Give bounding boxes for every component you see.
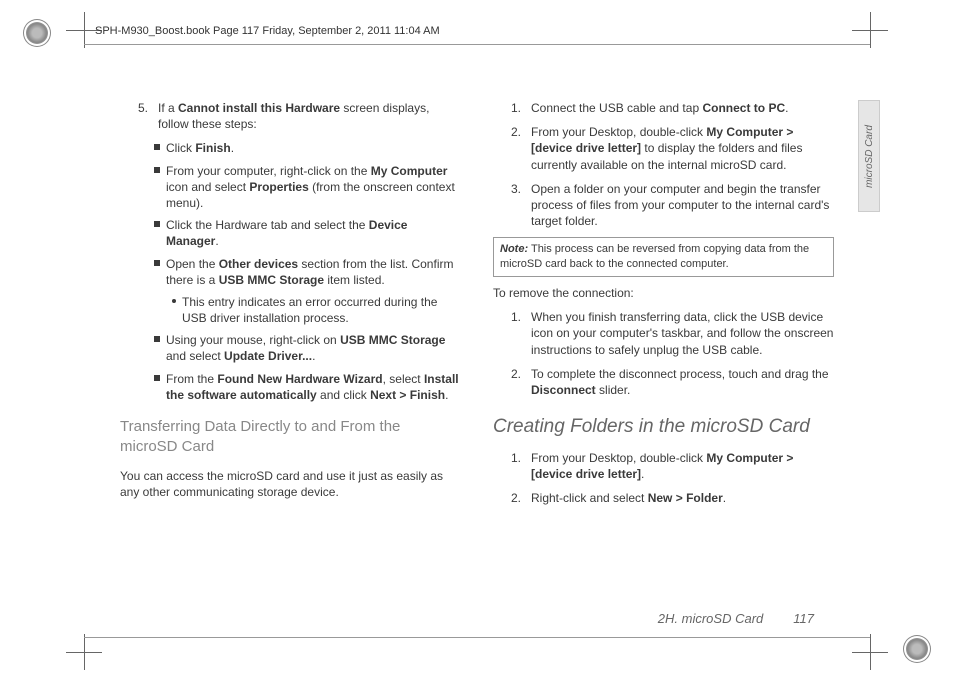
substep: Using your mouse, right-click on USB MMC…	[120, 332, 461, 364]
step-5: 5.If a Cannot install this Hardware scre…	[120, 100, 461, 132]
page-number: 117	[793, 611, 814, 626]
crop-mark	[852, 634, 888, 670]
page-content: 5.If a Cannot install this Hardware scre…	[120, 100, 834, 602]
paragraph: To remove the connection:	[493, 285, 834, 301]
step: 3.Open a folder on your computer and beg…	[493, 181, 834, 230]
paragraph: You can access the microSD card and use …	[120, 468, 461, 500]
step: 2.Right-click and select New > Folder.	[493, 490, 834, 506]
substep: Click Finish.	[120, 140, 461, 156]
step: 2.To complete the disconnect process, to…	[493, 366, 834, 398]
left-column: 5.If a Cannot install this Hardware scre…	[120, 100, 461, 602]
section-label: 2H. microSD Card	[658, 611, 763, 626]
heading: Creating Folders in the microSD Card	[493, 414, 834, 440]
substep: From your computer, right-click on the M…	[120, 163, 461, 212]
step: 2.From your Desktop, double-click My Com…	[493, 124, 834, 173]
step: 1.From your Desktop, double-click My Com…	[493, 450, 834, 482]
crop-mark	[852, 12, 888, 48]
book-header: SPH-M930_Boost.book Page 117 Friday, Sep…	[95, 25, 440, 37]
substep: Click the Hardware tab and select the De…	[120, 217, 461, 249]
bullet: This entry indicates an error occurred d…	[120, 294, 461, 326]
decor-gear-left	[26, 22, 48, 44]
section-tab: microSD Card	[858, 100, 880, 212]
step: 1.When you finish transferring data, cli…	[493, 309, 834, 358]
rule-top	[84, 44, 870, 45]
substep: Open the Other devices section from the …	[120, 256, 461, 288]
decor-gear-right	[906, 638, 928, 660]
step: 1.Connect the USB cable and tap Connect …	[493, 100, 834, 116]
right-column: 1.Connect the USB cable and tap Connect …	[493, 100, 834, 602]
crop-mark	[66, 634, 102, 670]
substep: From the Found New Hardware Wizard, sele…	[120, 371, 461, 403]
rule-bottom	[84, 637, 870, 638]
subheading: Transferring Data Directly to and From t…	[120, 417, 461, 458]
page-footer: 2H. microSD Card 117	[658, 611, 814, 626]
note-box: Note: This process can be reversed from …	[493, 237, 834, 277]
